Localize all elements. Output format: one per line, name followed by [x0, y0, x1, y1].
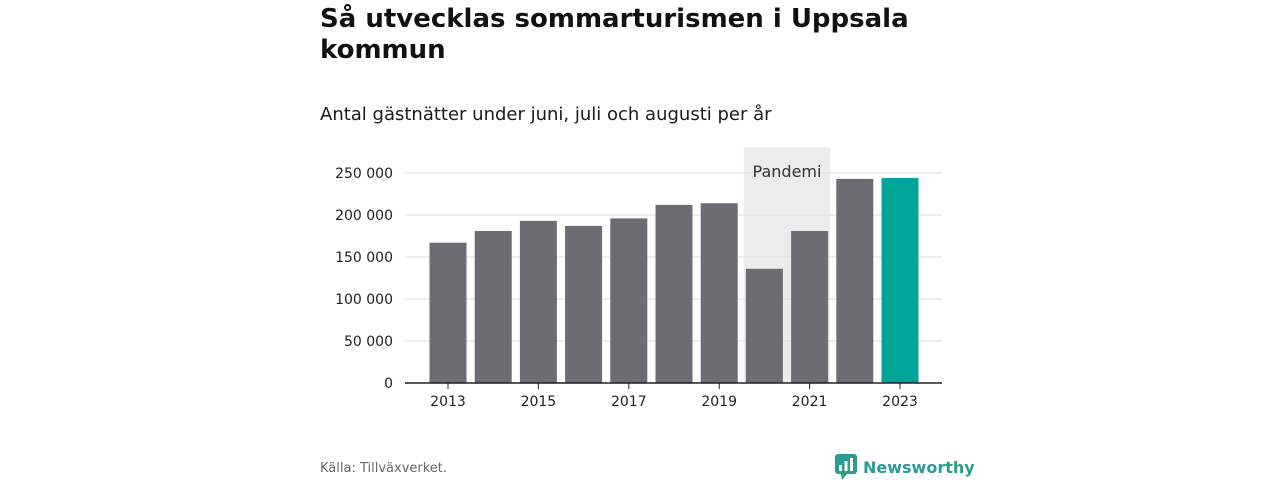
pandemic-label: Pandemi: [753, 162, 822, 181]
x-tick-label: 2013: [430, 394, 466, 410]
bar-2018: [655, 204, 693, 383]
y-tick-label: 50 000: [344, 334, 393, 350]
x-tick-label: 2023: [882, 394, 918, 410]
bar-2023: [881, 178, 919, 383]
y-tick-label: 250 000: [335, 166, 393, 182]
bar-2021: [791, 230, 829, 383]
y-tick-label: 200 000: [335, 208, 393, 224]
y-tick-label: 150 000: [335, 250, 393, 266]
x-tick-label: 2021: [792, 394, 828, 410]
bar-2013: [429, 242, 467, 383]
bar-2020: [745, 268, 783, 383]
chart-title: Så utvecklas sommarturismen i Uppsala ko…: [320, 4, 909, 65]
bar-2022: [836, 178, 874, 383]
source-note: Källa: Tillväxverket.: [320, 461, 448, 476]
bar-2014: [474, 230, 512, 383]
bar-2019: [700, 203, 738, 383]
bar-2017: [610, 218, 648, 383]
x-tick-label: 2015: [521, 394, 557, 410]
newsworthy-logo-icon: [835, 454, 857, 480]
bar-2015: [519, 220, 557, 383]
x-tick-label: 2017: [611, 394, 647, 410]
chart-subtitle: Antal gästnätter under juni, juli och au…: [320, 104, 772, 125]
y-tick-label: 0: [384, 376, 393, 392]
brand-name: Newsworthy: [863, 457, 975, 477]
y-tick-label: 100 000: [335, 292, 393, 308]
x-tick-label: 2019: [701, 394, 737, 410]
brand-logo: Newsworthy: [835, 454, 975, 480]
bar-2016: [565, 225, 603, 383]
